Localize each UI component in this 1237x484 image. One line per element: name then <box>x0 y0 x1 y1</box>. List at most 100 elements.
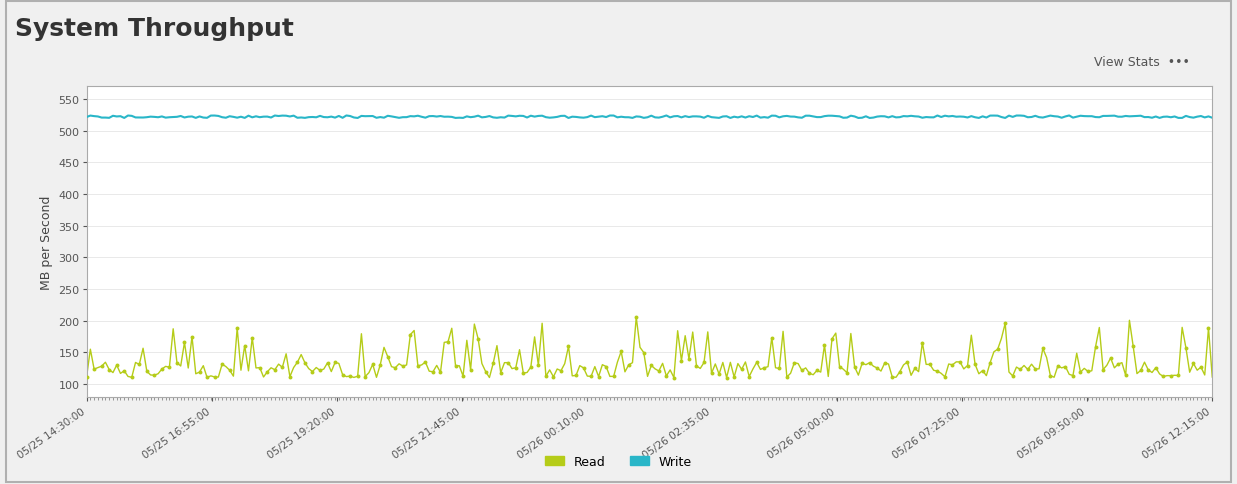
Point <box>672 357 691 365</box>
Point <box>1018 366 1038 374</box>
Point <box>280 373 299 381</box>
Point <box>250 364 270 372</box>
Point <box>784 359 804 367</box>
Point <box>709 371 729 378</box>
Point <box>521 363 541 371</box>
Point <box>99 366 119 374</box>
Point <box>747 359 767 366</box>
Point <box>310 367 330 375</box>
Point <box>701 369 721 377</box>
Point <box>679 355 699 363</box>
Point <box>167 359 187 367</box>
Point <box>242 334 262 342</box>
Point <box>799 370 819 378</box>
Point <box>792 367 811 375</box>
Point <box>453 372 473 380</box>
Point <box>1011 366 1030 374</box>
Point <box>649 367 669 375</box>
Point <box>928 367 948 375</box>
Point <box>716 374 736 381</box>
Point <box>303 368 323 376</box>
Point <box>950 358 970 366</box>
Point <box>228 324 247 332</box>
Point <box>137 367 157 375</box>
Point <box>988 346 1008 353</box>
Point <box>574 364 594 372</box>
Point <box>401 331 421 339</box>
Point <box>618 361 638 369</box>
Point <box>550 367 570 375</box>
Point <box>189 368 209 376</box>
Point <box>106 362 126 369</box>
Point <box>152 365 172 373</box>
Point <box>543 373 563 381</box>
Point <box>370 361 390 369</box>
Point <box>581 373 601 380</box>
Point <box>114 367 134 375</box>
Point <box>980 359 999 367</box>
Point <box>430 369 450 377</box>
Point <box>197 374 216 381</box>
Point <box>528 362 548 369</box>
Point <box>732 366 752 374</box>
Legend: Read, Write: Read, Write <box>539 450 698 473</box>
Point <box>265 366 285 374</box>
Point <box>860 359 880 367</box>
Point <box>724 373 743 381</box>
Point <box>905 364 925 372</box>
Point <box>1108 361 1128 368</box>
Point <box>513 369 533 377</box>
Point <box>633 349 653 357</box>
Text: System Throughput: System Throughput <box>15 17 293 41</box>
Point <box>1040 372 1060 379</box>
Point <box>1079 368 1098 376</box>
Point <box>1138 366 1158 374</box>
Point <box>1094 366 1113 374</box>
Point <box>1191 363 1211 371</box>
Text: View Stats  •••: View Stats ••• <box>1094 56 1190 69</box>
Point <box>935 373 955 381</box>
Point <box>897 359 917 366</box>
Point <box>408 362 428 370</box>
Point <box>626 314 646 321</box>
Point <box>1176 344 1196 352</box>
Point <box>596 363 616 371</box>
Point <box>1131 367 1150 375</box>
Point <box>657 372 677 380</box>
Point <box>469 335 489 343</box>
Point <box>476 368 496 376</box>
Point <box>559 343 579 350</box>
Point <box>1169 372 1189 379</box>
Point <box>815 341 835 349</box>
Point <box>965 361 985 368</box>
Point <box>484 360 503 367</box>
Point <box>837 369 857 377</box>
Point <box>318 359 338 367</box>
Y-axis label: MB per Second: MB per Second <box>40 195 53 289</box>
Point <box>1033 345 1053 353</box>
Point <box>182 333 202 341</box>
Point <box>491 369 511 377</box>
Point <box>755 364 774 372</box>
Point <box>84 365 104 373</box>
Point <box>174 339 194 347</box>
Point <box>567 372 586 379</box>
Point <box>777 373 797 381</box>
Point <box>287 359 307 366</box>
Point <box>348 373 367 380</box>
Point <box>340 373 360 380</box>
Point <box>1055 363 1075 371</box>
Point <box>1003 372 1023 380</box>
Point <box>257 368 277 376</box>
Point <box>1063 372 1082 379</box>
Point <box>1153 373 1173 380</box>
Point <box>882 373 902 381</box>
Point <box>499 359 518 367</box>
Point <box>377 353 397 361</box>
Point <box>957 362 977 370</box>
Point <box>362 361 382 368</box>
Point <box>130 361 150 369</box>
Point <box>845 363 865 371</box>
Point <box>852 360 872 367</box>
Point <box>823 335 842 343</box>
